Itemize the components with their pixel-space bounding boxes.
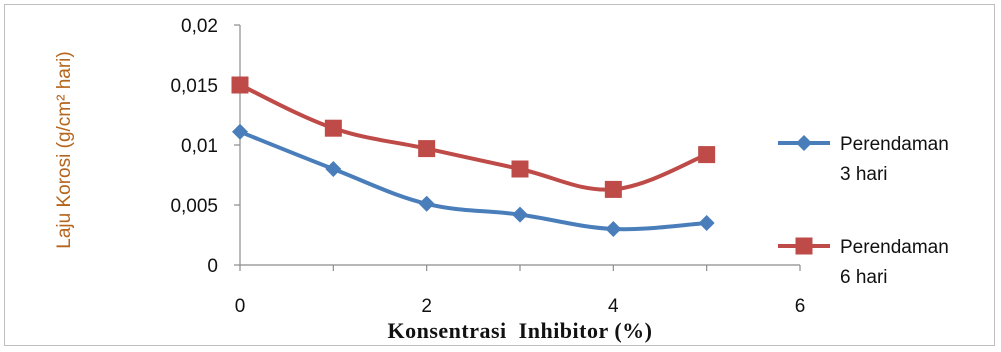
- y-tick-label: 0: [207, 256, 218, 277]
- x-tick-label: 4: [608, 296, 619, 317]
- x-tick-label: 0: [235, 296, 246, 317]
- x-tick-label: 6: [795, 296, 806, 317]
- series-2-point: [511, 160, 529, 178]
- y-tick-label: 0,02: [181, 16, 218, 37]
- series-2-line: [238, 83, 709, 192]
- series-2-point: [604, 180, 622, 198]
- y-tick-label: 0,005: [170, 196, 218, 217]
- series-1-point: [698, 215, 715, 231]
- series-1-point: [232, 123, 248, 140]
- series-1-point: [605, 221, 622, 237]
- y-tick-label: 0,01: [181, 136, 218, 157]
- series-1-point: [418, 195, 435, 212]
- series-1-line: [238, 129, 709, 232]
- x-tick-label: 2: [421, 296, 432, 317]
- series-1-point: [512, 206, 528, 223]
- x-axis-title: Konsentrasi Inhibitor (%): [387, 318, 652, 343]
- series-2-point: [698, 146, 716, 164]
- chart-frame: [4, 4, 995, 346]
- legend-marker-2: [795, 237, 813, 255]
- series-2-point: [231, 76, 249, 94]
- legend-label-2-line1: Perendaman: [840, 237, 949, 258]
- y-tick-label: 0,015: [170, 76, 218, 97]
- legend-marker-1: [796, 135, 812, 151]
- series-2-point: [324, 119, 342, 137]
- legend-label-1-line1: Perendaman: [840, 134, 949, 155]
- legend-label-2-line2: 6 hari: [840, 267, 888, 288]
- legend-label-1-line2: 3 hari: [840, 164, 888, 185]
- y-axis-title: Laju Korosi (g/cm² hari): [54, 51, 75, 248]
- series-1-point: [325, 161, 342, 177]
- series-2-point: [418, 140, 436, 158]
